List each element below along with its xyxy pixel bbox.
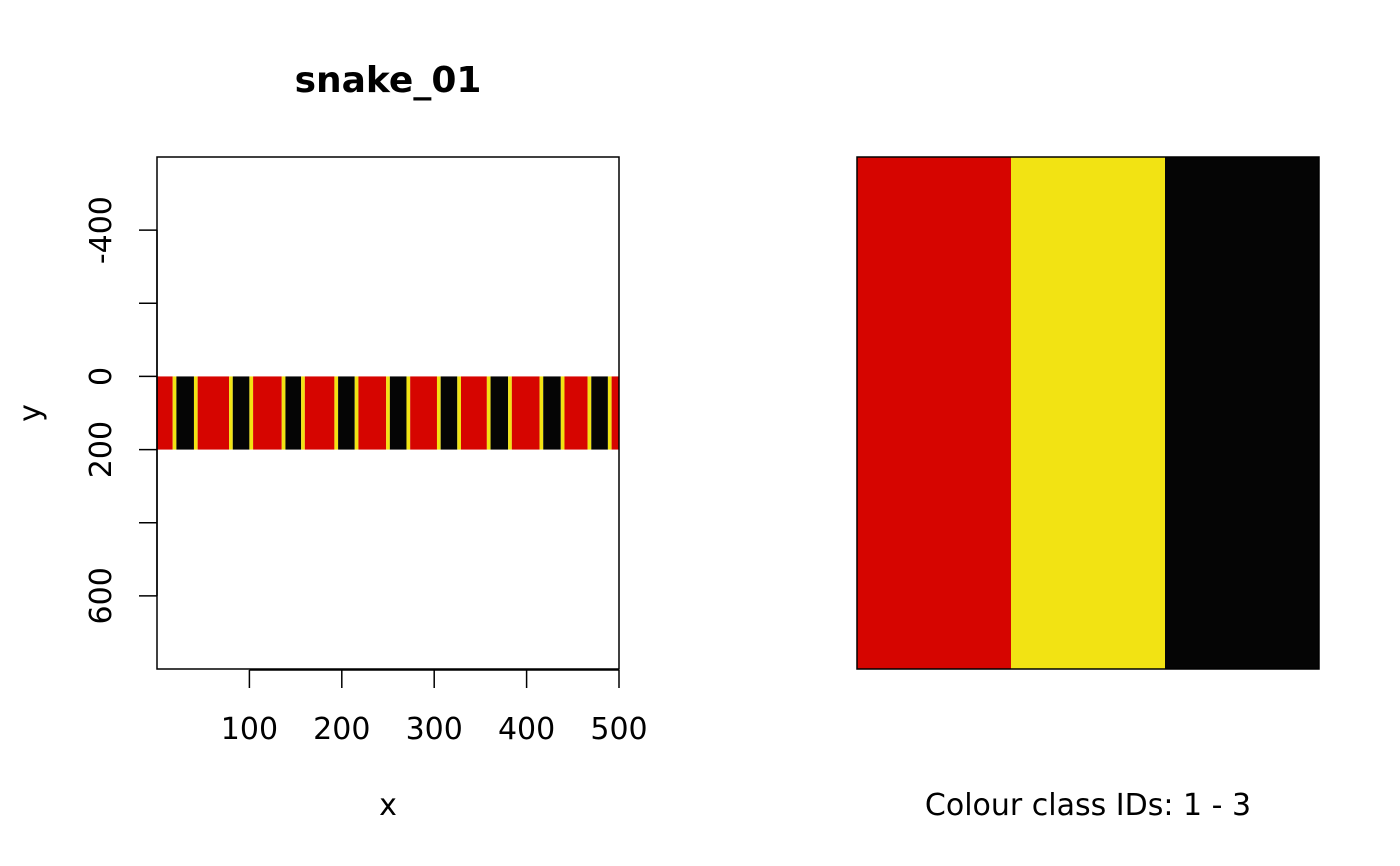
palette-label: Colour class IDs: 1 - 3 bbox=[925, 788, 1251, 823]
y-tick-label: 600 bbox=[84, 567, 119, 624]
band-segment-class-2 bbox=[193, 376, 198, 450]
band-segment-class-3 bbox=[389, 376, 407, 450]
band-segment-class-2 bbox=[486, 376, 491, 450]
band-segment-class-1 bbox=[564, 376, 588, 450]
band-segment-class-3 bbox=[490, 376, 509, 450]
band-segment-class-1 bbox=[358, 376, 387, 450]
band-segment-class-3 bbox=[338, 376, 355, 450]
band-segment-class-2 bbox=[354, 376, 359, 450]
band-segment-class-1 bbox=[197, 376, 230, 450]
palette-swatch-class-2 bbox=[1011, 157, 1165, 669]
x-tick-label: 500 bbox=[590, 712, 647, 747]
band-segment-class-1 bbox=[157, 376, 173, 450]
x-tick-label: 200 bbox=[313, 712, 370, 747]
band-segment-class-2 bbox=[539, 376, 544, 450]
band-segment-class-1 bbox=[253, 376, 282, 450]
band-segment-class-2 bbox=[334, 376, 339, 450]
x-tick-label: 300 bbox=[406, 712, 463, 747]
band-segment-class-3 bbox=[176, 376, 194, 450]
snake-band bbox=[157, 376, 619, 450]
y-tick-label: 200 bbox=[84, 421, 119, 478]
x-axis: 100 200 300 400 500 bbox=[221, 669, 648, 747]
palette-swatches bbox=[857, 157, 1319, 669]
band-segment-class-2 bbox=[301, 376, 305, 450]
band-segment-class-1 bbox=[410, 376, 437, 450]
y-tick-label: 0 bbox=[84, 367, 119, 386]
band-segment-class-3 bbox=[591, 376, 608, 450]
y-axis-label: y bbox=[13, 404, 48, 422]
band-segment-class-3 bbox=[543, 376, 561, 450]
band-segment-class-2 bbox=[172, 376, 177, 450]
palette-panel: Colour class IDs: 1 - 3 bbox=[856, 156, 1320, 823]
y-tick-label: -400 bbox=[84, 196, 119, 264]
band-segment-class-2 bbox=[436, 376, 441, 450]
band-segment-class-1 bbox=[304, 376, 335, 450]
y-axis: -400 0 200 600 bbox=[84, 196, 158, 624]
band-segment-class-2 bbox=[406, 376, 411, 450]
band-segment-class-3 bbox=[285, 376, 302, 450]
band-segment-class-1 bbox=[461, 376, 487, 450]
x-tick-label: 100 bbox=[221, 712, 278, 747]
band-segment-class-2 bbox=[229, 376, 233, 450]
band-segment-class-2 bbox=[249, 376, 254, 450]
x-axis-label: x bbox=[379, 788, 397, 823]
palette-frame bbox=[856, 156, 1320, 670]
x-tick-label: 400 bbox=[498, 712, 555, 747]
band-segment-class-3 bbox=[440, 376, 458, 450]
band-segment-class-2 bbox=[587, 376, 592, 450]
band-segment-class-2 bbox=[607, 376, 612, 450]
band-segment-class-2 bbox=[560, 376, 565, 450]
band-segment-class-1 bbox=[611, 376, 619, 450]
chart-title: snake_01 bbox=[295, 60, 482, 101]
palette-swatch-class-3 bbox=[1165, 157, 1319, 669]
band-segment-class-2 bbox=[457, 376, 461, 450]
band-segment-class-2 bbox=[508, 376, 512, 450]
band-segment-class-2 bbox=[386, 376, 390, 450]
band-segment-class-1 bbox=[511, 376, 540, 450]
band-segment-class-3 bbox=[232, 376, 250, 450]
snake-panel: snake_01 100 200 300 400 500 -400 0 200 600 x y bbox=[13, 60, 648, 823]
band-segment-class-2 bbox=[281, 376, 286, 450]
palette-swatch-class-1 bbox=[857, 157, 1011, 669]
